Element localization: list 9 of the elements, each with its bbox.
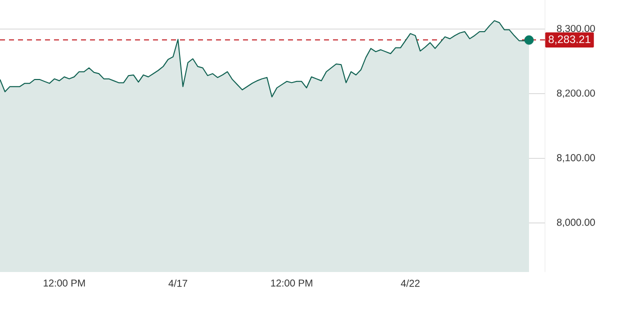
x-tick-label: 4/22	[400, 280, 420, 287]
y-tick-label: 8,000.00	[556, 218, 595, 228]
x-tick-label: 4/17	[168, 280, 188, 287]
ref-line-label: 8,283.21	[548, 35, 590, 44]
y-tick-label: 8,300.00	[556, 24, 595, 34]
x-tick-label: 12:00 PM	[271, 280, 312, 287]
y-tick-label: 8,100.00	[556, 154, 595, 162]
x-tick-label: 12:00 PM	[44, 280, 85, 287]
y-tick-label: 8,200.00	[556, 90, 595, 98]
